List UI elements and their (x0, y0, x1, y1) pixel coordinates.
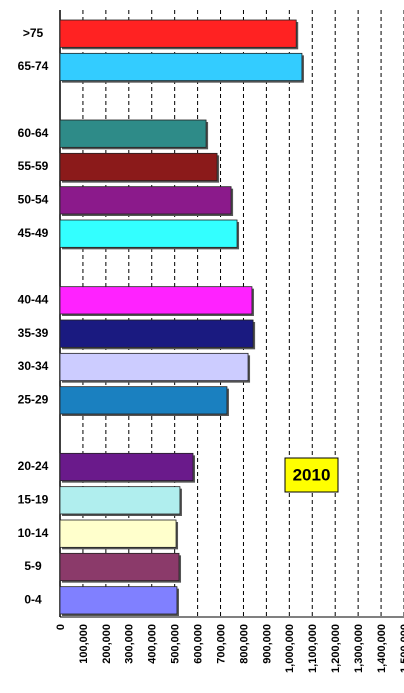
y-tick-label: 30-34 (18, 359, 49, 373)
y-tick-label: 50-54 (18, 193, 49, 207)
x-tick-label: 1,400,000 (376, 624, 388, 673)
y-tick-label: 65-74 (18, 59, 49, 73)
y-tick-label: 35-39 (18, 326, 49, 340)
bar (59, 452, 194, 482)
bar (59, 186, 232, 215)
bar (59, 52, 303, 82)
x-tick-label: 1,100,000 (307, 624, 319, 673)
bar (59, 486, 181, 515)
x-tick-label: 800,000 (238, 624, 250, 664)
bar (59, 119, 207, 148)
y-tick-label: 55-59 (18, 159, 49, 173)
x-tick-label: 1,200,000 (330, 624, 342, 673)
x-tick-label: 1,000,000 (284, 624, 296, 673)
bar (59, 586, 178, 615)
y-tick-label: 45-49 (18, 226, 49, 240)
bar (59, 552, 180, 582)
bar (59, 152, 218, 182)
y-tick-label: 25-29 (18, 393, 49, 407)
bar (59, 519, 177, 548)
y-tick-label: 40-44 (18, 293, 49, 307)
annotation-box (284, 457, 339, 493)
x-tick-label: 500,000 (170, 624, 182, 664)
annotation: 2010 (293, 465, 331, 484)
x-tick-label: 600,000 (193, 624, 205, 664)
y-tick-label: 5-9 (24, 559, 42, 573)
x-tick-label: 0 (55, 624, 67, 630)
y-tick-label: 0-4 (24, 593, 42, 607)
bar (59, 219, 238, 248)
x-tick-label: 300,000 (124, 624, 136, 664)
x-tick-label: 1,300,000 (353, 624, 365, 673)
y-tick-label: 20-24 (18, 459, 49, 473)
x-tick-label: 400,000 (147, 624, 159, 664)
y-tick-label: 10-14 (18, 526, 49, 540)
x-tick-label: 900,000 (261, 624, 273, 664)
x-tick-label: 700,000 (215, 624, 227, 664)
x-tick-label: 1,500,000 (399, 624, 404, 673)
x-tick-label: 100,000 (78, 624, 90, 664)
bar (59, 319, 254, 348)
y-tick-label: >75 (23, 26, 44, 40)
x-tick-label: 200,000 (101, 624, 113, 664)
y-tick-label: 15-19 (18, 493, 49, 507)
bar (59, 19, 297, 48)
bar (59, 386, 228, 415)
bar (59, 352, 249, 382)
bar (59, 286, 253, 315)
y-tick-label: 60-64 (18, 126, 49, 140)
